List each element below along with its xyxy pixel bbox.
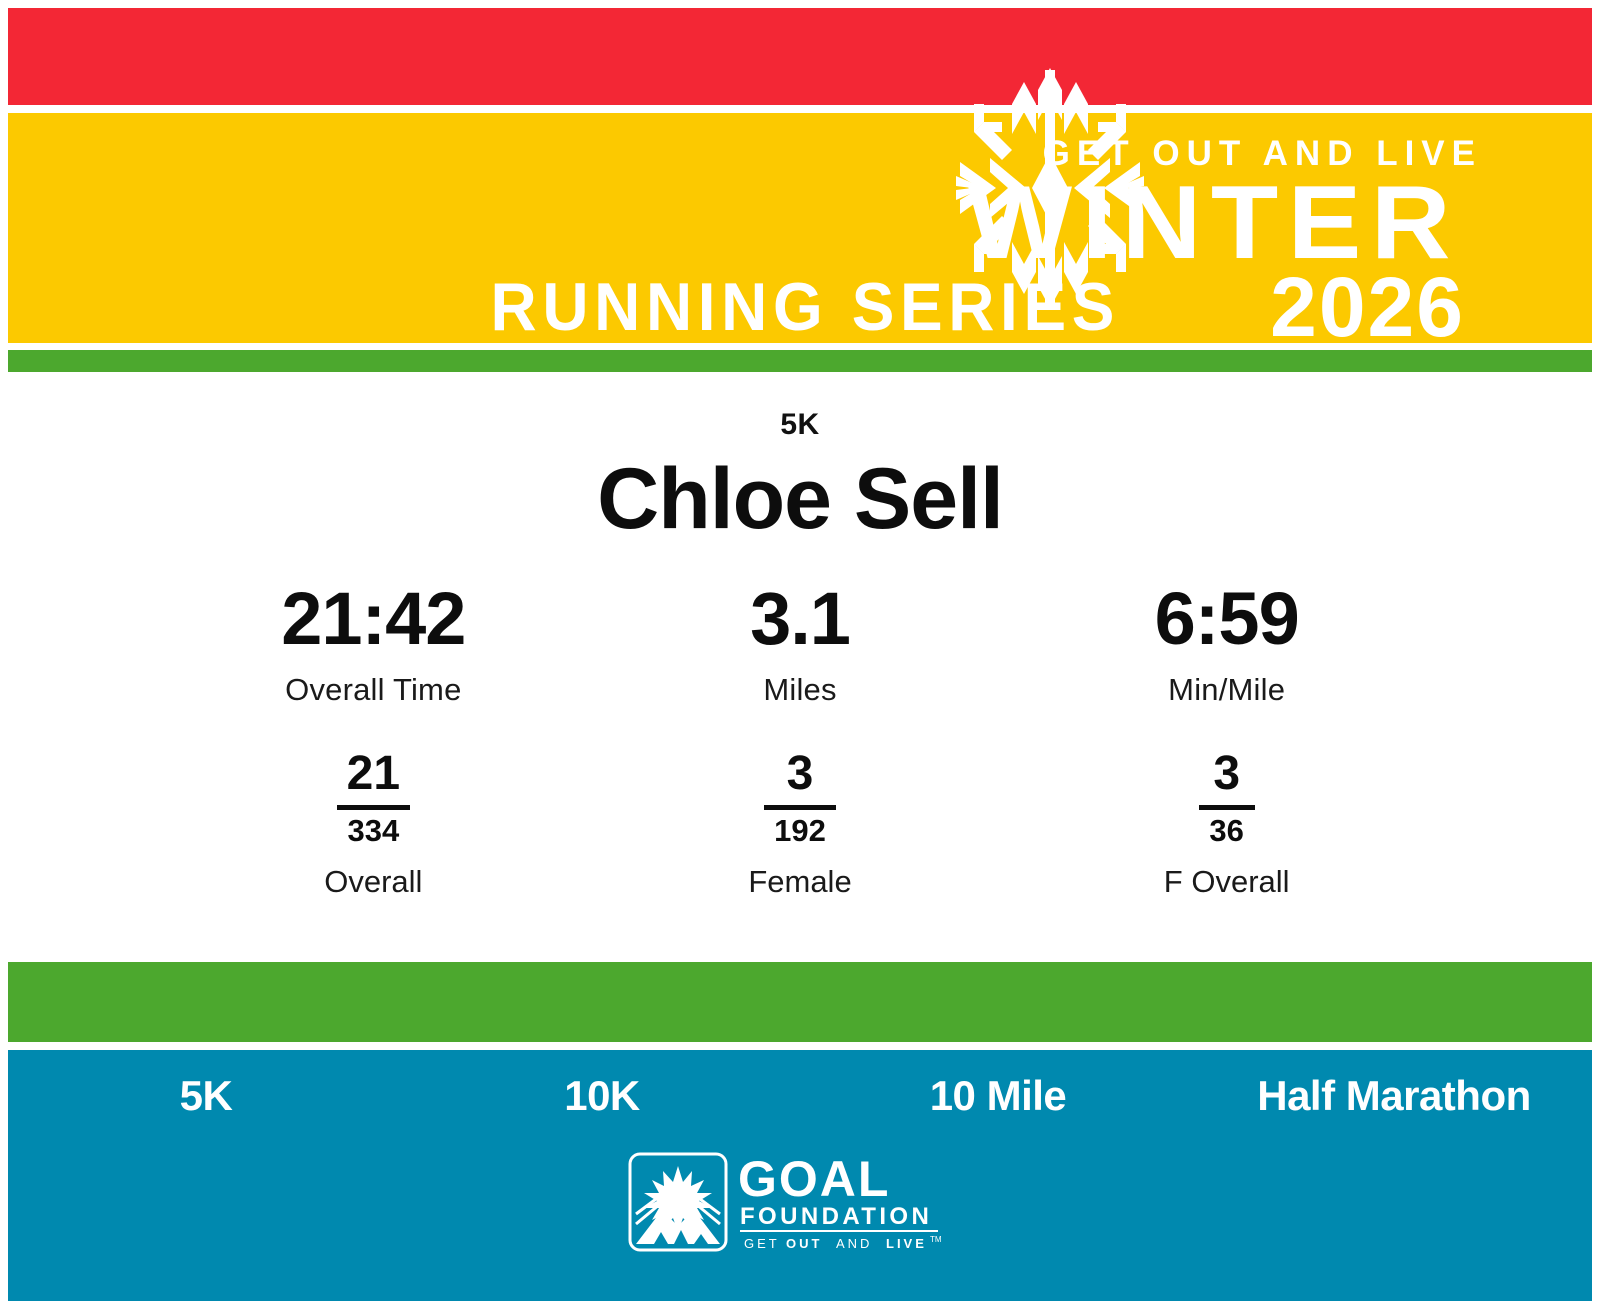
athlete-name: Chloe Sell bbox=[597, 451, 1004, 547]
primary-stats-row: 21:42 Overall Time 3.1 Miles 6:59 Min/Mi… bbox=[160, 577, 1440, 707]
rank-label: F Overall bbox=[1163, 864, 1290, 899]
masthead-yellow-band bbox=[8, 113, 1592, 343]
bottom-blue-band bbox=[8, 1050, 1592, 1301]
distance-link-half-marathon[interactable]: Half Marathon bbox=[1257, 1071, 1531, 1119]
rank-label: Female bbox=[748, 864, 852, 899]
goal-mountain-sunburst-icon bbox=[628, 1152, 728, 1252]
stat-label: Overall Time bbox=[285, 672, 462, 707]
fraction-rule bbox=[1198, 805, 1255, 810]
fraction-rule bbox=[336, 805, 411, 810]
foundation-wordmark: FOUNDATION bbox=[740, 1203, 932, 1230]
rank-overall: 21 334 Overall bbox=[160, 747, 587, 899]
rank-label: Overall bbox=[324, 864, 423, 899]
logo-tagline-live: LIVE bbox=[886, 1236, 927, 1251]
rank-fraction: 3 36 bbox=[1198, 747, 1255, 848]
stat-label: Miles bbox=[763, 672, 837, 707]
goal-wordmark: GOAL bbox=[738, 1151, 890, 1207]
top-red-band bbox=[8, 8, 1592, 105]
athlete-result-panel: 5K Chloe Sell 21:42 Overall Time 3.1 Mil… bbox=[0, 372, 1600, 962]
rank-fraction: 3 192 bbox=[764, 750, 836, 846]
placement-ranks-row: 21 334 Overall 3 192 Female 3 36 bbox=[160, 747, 1440, 899]
stat-label: Min/Mile bbox=[1168, 672, 1286, 707]
rank-female: 3 192 Female bbox=[587, 750, 1014, 899]
race-distance-label: 5K bbox=[780, 408, 820, 441]
stat-value: 3.1 bbox=[750, 577, 851, 660]
logo-tagline-get: GET bbox=[744, 1236, 780, 1251]
stat-value: 6:59 bbox=[1154, 577, 1300, 660]
logo-tagline-and: AND bbox=[836, 1236, 872, 1251]
fraction-rule bbox=[764, 805, 836, 810]
distance-link-5k[interactable]: 5K bbox=[179, 1071, 233, 1119]
rank-fraction: 21 334 bbox=[336, 747, 411, 848]
rank-field-size: 36 bbox=[1209, 813, 1244, 848]
stat-value: 21:42 bbox=[281, 577, 466, 660]
rank-f-overall: 3 36 F Overall bbox=[1013, 747, 1440, 899]
upper-green-divider-band bbox=[8, 350, 1592, 372]
rank-place: 21 bbox=[346, 747, 401, 800]
race-distance-nav: 5K 10K 10 Mile Half Marathon bbox=[8, 1058, 1592, 1133]
stat-miles: 3.1 Miles bbox=[587, 577, 1014, 707]
goal-foundation-logo: GOAL FOUNDATION GET OUT AND LIVE TM bbox=[628, 1148, 946, 1256]
rank-place: 3 bbox=[1213, 747, 1241, 800]
lower-green-band bbox=[8, 962, 1592, 1042]
distance-link-10k[interactable]: 10K bbox=[564, 1071, 640, 1119]
rank-field-size: 192 bbox=[774, 813, 826, 848]
stat-overall-time: 21:42 Overall Time bbox=[160, 577, 587, 707]
logo-tagline-out: OUT bbox=[786, 1236, 822, 1251]
logo-trademark: TM bbox=[930, 1235, 942, 1244]
distance-link-10-mile[interactable]: 10 Mile bbox=[929, 1071, 1067, 1119]
stat-min-per-mile: 6:59 Min/Mile bbox=[1013, 577, 1440, 707]
rank-field-size: 334 bbox=[347, 813, 400, 848]
rank-place: 3 bbox=[786, 747, 814, 800]
